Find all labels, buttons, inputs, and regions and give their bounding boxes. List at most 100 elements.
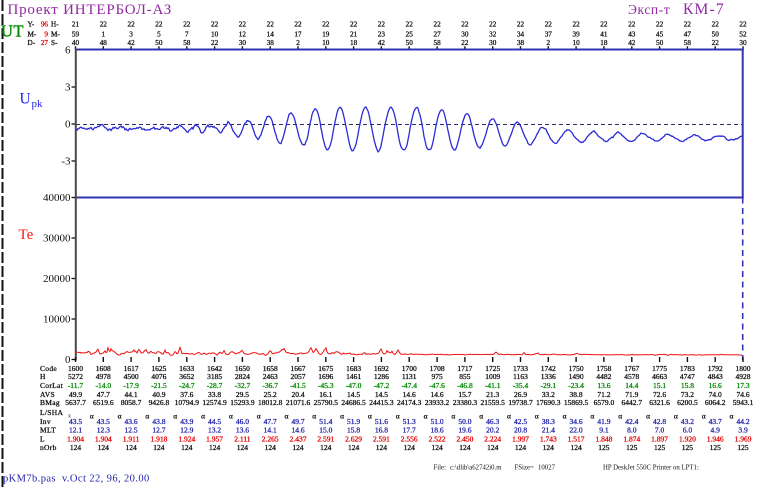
svg-text:15293.9: 15293.9 xyxy=(230,398,255,407)
svg-text:22: 22 xyxy=(600,21,608,29)
svg-text:15.7: 15.7 xyxy=(458,390,471,399)
svg-text:124: 124 xyxy=(265,443,277,452)
svg-text:16.6: 16.6 xyxy=(709,381,722,390)
svg-text:1.904: 1.904 xyxy=(95,434,112,443)
svg-text:22: 22 xyxy=(155,21,163,29)
svg-text:43.8: 43.8 xyxy=(152,417,165,426)
svg-text:1783: 1783 xyxy=(680,364,695,373)
svg-text:1758: 1758 xyxy=(596,364,611,373)
svg-text:0: 0 xyxy=(65,119,71,131)
svg-text:α: α xyxy=(90,412,94,421)
svg-text:4.9: 4.9 xyxy=(711,426,721,435)
svg-text:50.0: 50.0 xyxy=(458,417,471,426)
svg-text:1642: 1642 xyxy=(207,364,222,373)
svg-text:2.522: 2.522 xyxy=(429,434,446,443)
svg-text:-35.4: -35.4 xyxy=(513,381,529,390)
svg-text:44.1: 44.1 xyxy=(125,390,138,399)
svg-text:α: α xyxy=(201,412,205,421)
svg-text:125: 125 xyxy=(654,443,666,452)
svg-text:2.265: 2.265 xyxy=(262,434,279,443)
svg-text:71.2: 71.2 xyxy=(597,390,610,399)
svg-text:22: 22 xyxy=(350,21,358,29)
svg-text:855: 855 xyxy=(459,372,471,381)
svg-text:1.920: 1.920 xyxy=(679,434,696,443)
svg-text:22: 22 xyxy=(628,21,636,29)
svg-text:1461: 1461 xyxy=(346,372,361,381)
svg-text:33.2: 33.2 xyxy=(542,390,555,399)
svg-text:10027: 10027 xyxy=(538,464,556,471)
svg-text:124: 124 xyxy=(570,443,582,452)
svg-text:12.3: 12.3 xyxy=(97,426,110,435)
svg-text:42.5: 42.5 xyxy=(514,417,527,426)
svg-text:S-: S- xyxy=(51,39,58,47)
svg-text:22: 22 xyxy=(573,21,581,29)
svg-text:24686.5: 24686.5 xyxy=(341,398,366,407)
svg-text:42: 42 xyxy=(628,39,636,47)
svg-text:30: 30 xyxy=(239,39,247,47)
svg-text:-47.4: -47.4 xyxy=(401,381,417,390)
svg-text:30: 30 xyxy=(461,31,469,39)
svg-text:14: 14 xyxy=(267,31,275,39)
svg-text:19.6: 19.6 xyxy=(458,426,471,435)
svg-text:22.0: 22.0 xyxy=(570,426,583,435)
svg-text:6321.6: 6321.6 xyxy=(649,398,670,407)
svg-text:124: 124 xyxy=(431,443,443,452)
svg-text:42.4: 42.4 xyxy=(625,417,638,426)
svg-text:L: L xyxy=(40,434,45,443)
svg-text:12574.9: 12574.9 xyxy=(202,398,227,407)
svg-text:18012.8: 18012.8 xyxy=(258,398,283,407)
svg-text:6064.2: 6064.2 xyxy=(705,398,726,407)
svg-text:1.969: 1.969 xyxy=(735,434,752,443)
svg-text:9: 9 xyxy=(44,31,48,39)
svg-text:43.6: 43.6 xyxy=(125,417,138,426)
svg-text:α: α xyxy=(479,412,483,421)
svg-text:7.0: 7.0 xyxy=(655,426,665,435)
svg-text:25790.5: 25790.5 xyxy=(314,398,339,407)
svg-text:M-: M- xyxy=(28,31,37,39)
svg-text:c:\dlib\a62742i0.m: c:\dlib\a62742i0.m xyxy=(450,464,502,471)
svg-text:19: 19 xyxy=(322,31,330,39)
svg-text:1725: 1725 xyxy=(485,364,500,373)
svg-text:-47.6: -47.6 xyxy=(429,381,445,390)
svg-text:44.5: 44.5 xyxy=(208,417,221,426)
svg-text:1658: 1658 xyxy=(263,364,278,373)
svg-text:1683: 1683 xyxy=(346,364,361,373)
svg-text:22: 22 xyxy=(461,39,469,47)
svg-text:17: 17 xyxy=(294,31,302,39)
svg-text:18: 18 xyxy=(600,39,608,47)
svg-text:1692: 1692 xyxy=(374,364,389,373)
svg-text:22: 22 xyxy=(434,21,442,29)
svg-text:-11.7: -11.7 xyxy=(68,381,84,390)
svg-text:44.2: 44.2 xyxy=(736,417,749,426)
svg-text:-47.2: -47.2 xyxy=(374,381,390,390)
svg-text:21: 21 xyxy=(72,21,80,29)
svg-text:-41.1: -41.1 xyxy=(485,381,501,390)
svg-text:M-: M- xyxy=(51,31,60,39)
svg-text:α: α xyxy=(507,412,511,421)
svg-text:5272: 5272 xyxy=(68,372,83,381)
svg-text:16.1: 16.1 xyxy=(319,390,332,399)
svg-text:Проект ИНТЕРБОЛ-АЗ: Проект ИНТЕРБОЛ-АЗ xyxy=(8,2,173,18)
svg-text:-14.0: -14.0 xyxy=(95,381,111,390)
svg-text:6579.0: 6579.0 xyxy=(594,398,615,407)
svg-text:α: α xyxy=(368,412,372,421)
svg-text:10: 10 xyxy=(573,39,581,47)
svg-text:2.556: 2.556 xyxy=(401,434,418,443)
svg-text:α: α xyxy=(451,412,455,421)
svg-text:2.437: 2.437 xyxy=(290,434,307,443)
svg-text:1.924: 1.924 xyxy=(178,434,195,443)
svg-text:13.6: 13.6 xyxy=(597,381,610,390)
svg-text:22: 22 xyxy=(712,21,720,29)
svg-text:Te: Te xyxy=(19,227,34,243)
svg-text:30: 30 xyxy=(489,39,497,47)
svg-text:19738.7: 19738.7 xyxy=(508,398,533,407)
svg-text:-23.4: -23.4 xyxy=(568,381,584,390)
svg-text:43.2: 43.2 xyxy=(681,417,694,426)
svg-text:α: α xyxy=(424,412,428,421)
svg-text:30000: 30000 xyxy=(43,233,71,245)
svg-text:32: 32 xyxy=(489,31,497,39)
svg-text:43.5: 43.5 xyxy=(69,417,82,426)
svg-text:10: 10 xyxy=(322,39,330,47)
svg-text:1.517: 1.517 xyxy=(568,434,585,443)
svg-text:22: 22 xyxy=(684,21,692,29)
